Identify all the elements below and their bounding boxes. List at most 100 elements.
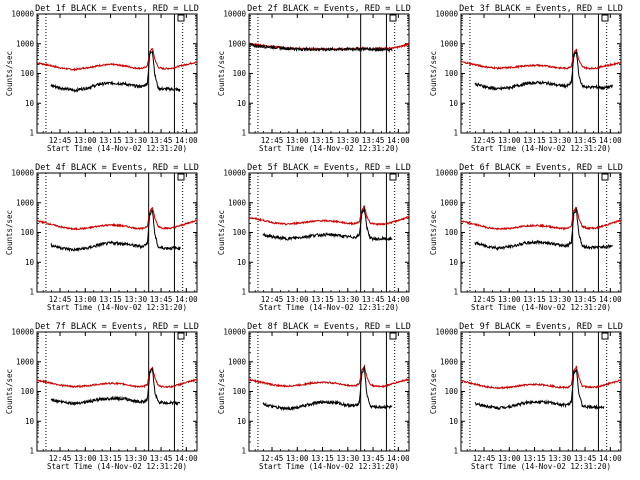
y-tick-label: 100 xyxy=(20,228,34,237)
x-axis-label: Start Time (14-Nov-02 12:31:20) xyxy=(471,144,611,153)
x-axis-label: Start Time (14-Nov-02 12:31:20) xyxy=(471,303,611,312)
chart-panel-4: Det 4f BLACK = Events, RED = LLD 1 10 100 10… xyxy=(5,163,199,312)
series-line-events xyxy=(474,208,613,252)
x-tick-label: 14:00 xyxy=(387,295,410,304)
y-tick-label: 1 xyxy=(241,447,246,456)
y-tick-label: 1 xyxy=(453,288,458,297)
y-tick-label: 10000 xyxy=(435,10,458,19)
x-tick-label: 13:30 xyxy=(125,454,148,463)
y-tick-label: 10000 xyxy=(223,169,246,178)
y-axis-label: Counts/sec xyxy=(217,369,226,414)
corner-marker-box xyxy=(601,173,609,181)
series-line-events xyxy=(262,206,393,242)
y-tick-label: 10 xyxy=(237,258,247,267)
chart-title: Det 2f BLACK = Events, RED = LLD xyxy=(247,4,411,14)
x-tick-label: 13:00 xyxy=(74,295,97,304)
x-axis-label: Start Time (14-Nov-02 12:31:20) xyxy=(47,144,187,153)
y-axis-label: Counts/sec xyxy=(429,210,438,255)
series-line-lld xyxy=(36,48,198,72)
x-tick-label: 13:45 xyxy=(574,295,597,304)
chart-title: Det 1f BLACK = Events, RED = LLD xyxy=(35,4,199,14)
x-tick-label: 13:15 xyxy=(311,295,334,304)
y-axis-label: Counts/sec xyxy=(429,369,438,414)
series-line-lld xyxy=(248,205,410,227)
chart-title: Det 7f BLACK = Events, RED = LLD xyxy=(35,322,199,332)
x-tick-label: 14:00 xyxy=(599,454,622,463)
corner-marker-box xyxy=(177,332,185,340)
x-tick-label: 13:00 xyxy=(286,295,309,304)
y-tick-label: 100 xyxy=(444,69,458,78)
x-tick-label: 14:00 xyxy=(175,454,198,463)
x-tick-label: 13:45 xyxy=(150,454,173,463)
plot-frame xyxy=(248,331,410,452)
x-tick-label: 14:00 xyxy=(175,136,198,145)
chart-panel-5: Det 5f BLACK = Events, RED = LLD 1 10 100 10… xyxy=(217,163,411,312)
x-axis-label: Start Time (14-Nov-02 12:31:20) xyxy=(259,462,399,471)
x-tick-label: 13:15 xyxy=(99,136,122,145)
series-line-lld xyxy=(460,365,622,390)
plot-frame xyxy=(36,331,198,452)
y-tick-label: 1000 xyxy=(440,39,459,48)
y-axis-label: Counts/sec xyxy=(5,369,14,414)
x-tick-label: 13:15 xyxy=(523,454,546,463)
x-tick-label: 13:00 xyxy=(286,136,309,145)
x-tick-label: 13:15 xyxy=(99,295,122,304)
series-line-events xyxy=(50,367,181,407)
chart-panel-3: Det 3f BLACK = Events, RED = LLD 1 10 100 10… xyxy=(429,4,623,153)
series-line-lld xyxy=(460,48,622,71)
x-tick-label: 13:30 xyxy=(549,454,572,463)
x-tick-label: 14:00 xyxy=(387,136,410,145)
x-tick-label: 12:45 xyxy=(49,295,72,304)
x-tick-label: 13:30 xyxy=(549,295,572,304)
x-axis-label: Start Time (14-Nov-02 12:31:20) xyxy=(259,303,399,312)
x-tick-label: 13:30 xyxy=(337,136,360,145)
y-tick-label: 100 xyxy=(232,387,246,396)
y-tick-label: 100 xyxy=(232,228,246,237)
x-tick-label: 13:45 xyxy=(574,454,597,463)
x-tick-label: 13:00 xyxy=(498,136,521,145)
y-tick-label: 1 xyxy=(241,288,246,297)
y-axis-label: Counts/sec xyxy=(5,51,14,96)
chart-title: Det 6f BLACK = Events, RED = LLD xyxy=(459,163,623,173)
corner-marker-box xyxy=(177,14,185,22)
x-axis-label: Start Time (14-Nov-02 12:31:20) xyxy=(471,462,611,471)
y-tick-label: 10000 xyxy=(223,328,246,337)
y-tick-label: 10 xyxy=(449,417,459,426)
y-tick-label: 10 xyxy=(449,258,459,267)
x-tick-label: 12:45 xyxy=(473,136,496,145)
x-tick-label: 14:00 xyxy=(599,136,622,145)
x-axis-label: Start Time (14-Nov-02 12:31:20) xyxy=(259,144,399,153)
x-tick-label: 13:30 xyxy=(125,136,148,145)
x-tick-label: 12:45 xyxy=(261,454,284,463)
y-tick-label: 1 xyxy=(453,129,458,138)
series-line-events xyxy=(248,42,393,53)
x-tick-label: 14:00 xyxy=(599,295,622,304)
series-line-events xyxy=(50,209,181,253)
plot-frame xyxy=(248,13,410,134)
series-line-lld xyxy=(248,364,410,389)
chart-panel-2: Det 2f BLACK = Events, RED = LLD 1 10 100 10… xyxy=(217,4,411,153)
chart-panel-7: Det 7f BLACK = Events, RED = LLD 1 10 100 10… xyxy=(5,322,199,471)
series-line-events xyxy=(50,50,181,94)
y-tick-label: 10000 xyxy=(11,328,34,337)
y-tick-label: 100 xyxy=(232,69,246,78)
y-tick-label: 10000 xyxy=(11,10,34,19)
x-tick-label: 13:30 xyxy=(337,454,360,463)
x-tick-label: 12:45 xyxy=(49,454,72,463)
x-tick-label: 13:15 xyxy=(311,454,334,463)
corner-marker-box xyxy=(601,332,609,340)
chart-panel-6: Det 6f BLACK = Events, RED = LLD 1 10 100 10… xyxy=(429,163,623,312)
x-tick-label: 13:15 xyxy=(99,454,122,463)
y-tick-label: 1 xyxy=(29,288,34,297)
series-line-events xyxy=(474,368,605,411)
x-tick-label: 14:00 xyxy=(175,295,198,304)
y-tick-label: 1000 xyxy=(16,198,35,207)
x-tick-label: 13:00 xyxy=(74,454,97,463)
y-tick-label: 1000 xyxy=(440,357,459,366)
x-tick-label: 12:45 xyxy=(473,454,496,463)
chart-title: Det 4f BLACK = Events, RED = LLD xyxy=(35,163,199,173)
y-tick-label: 10 xyxy=(25,258,35,267)
y-tick-label: 10000 xyxy=(435,169,458,178)
series-line-lld xyxy=(36,366,198,389)
chart-panel-9: Det 9f BLACK = Events, RED = LLD 1 10 100 10… xyxy=(429,322,623,471)
